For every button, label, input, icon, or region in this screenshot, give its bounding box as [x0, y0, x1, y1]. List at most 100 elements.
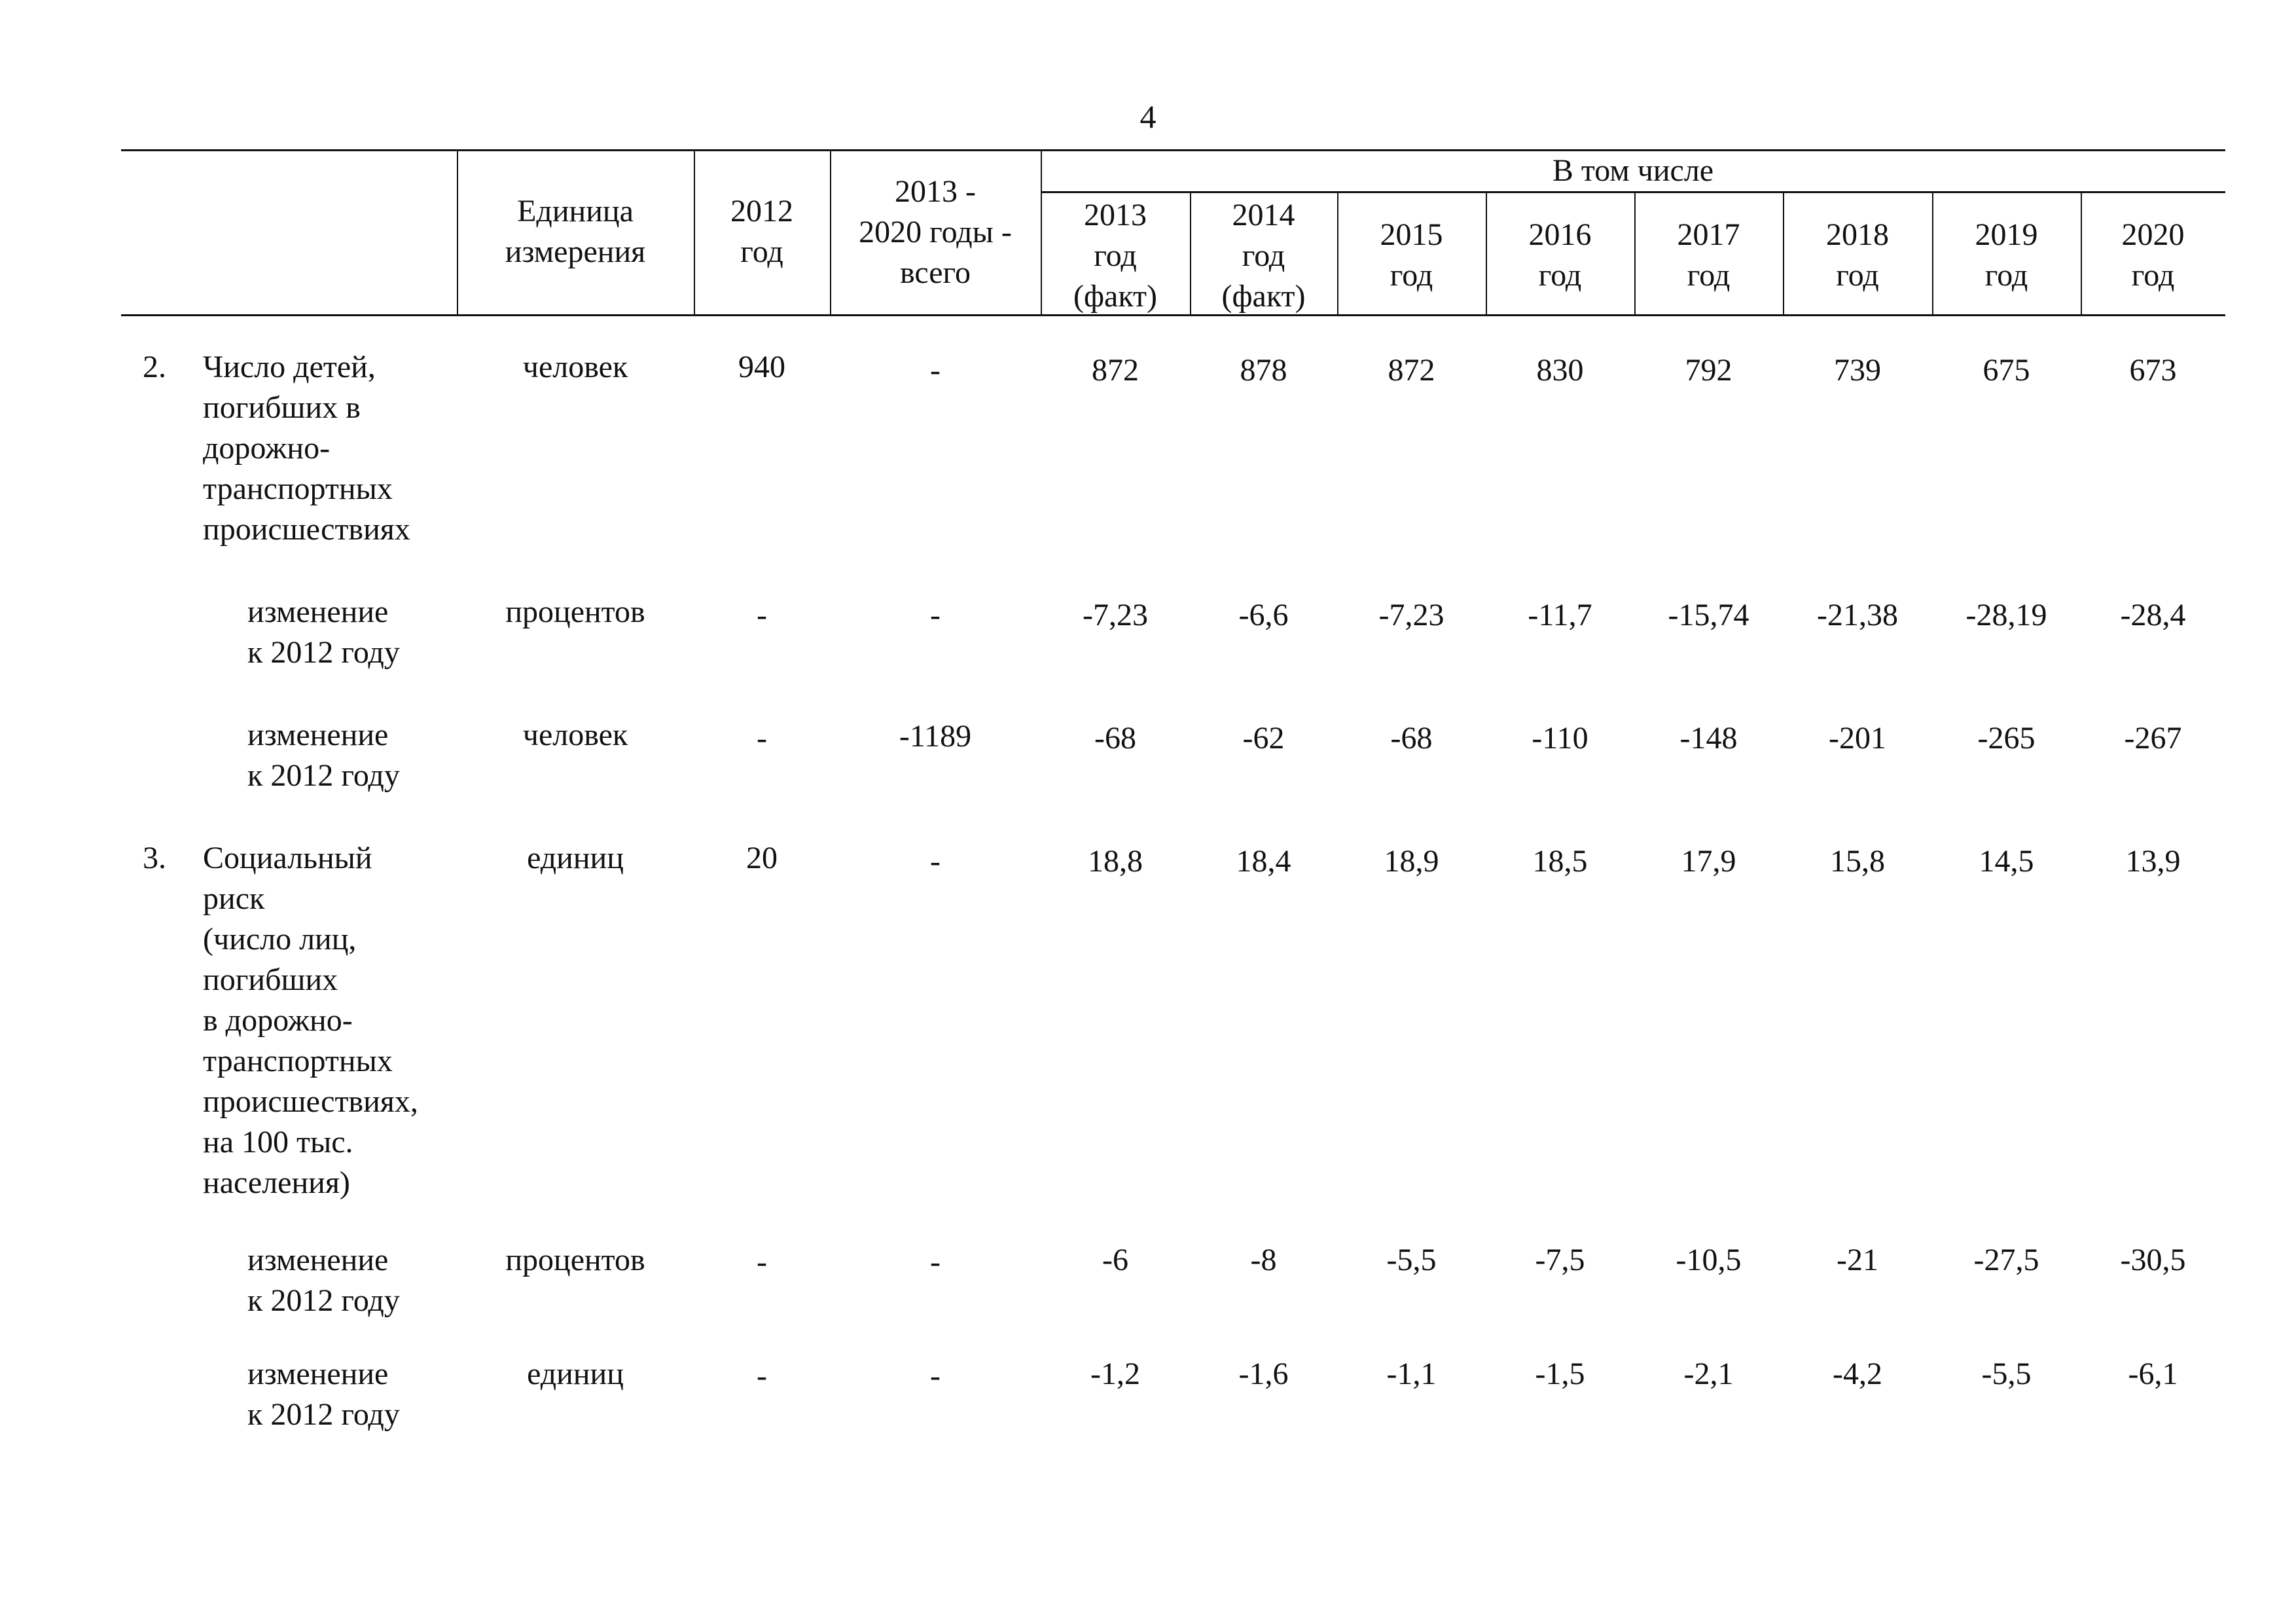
row-value: -6,1 — [2128, 1357, 2178, 1391]
row-value: -1,5 — [1535, 1357, 1585, 1391]
row-value: -27,5 — [1973, 1243, 2039, 1277]
row-total: - — [930, 1359, 941, 1393]
col-divider — [2081, 191, 2082, 314]
row-value: -7,23 — [1083, 598, 1148, 632]
row-value: -148 — [1679, 721, 1738, 756]
row-value: -21,38 — [1817, 598, 1898, 632]
row-total: - — [930, 353, 941, 388]
row-value: -28,19 — [1965, 598, 2047, 632]
col-divider — [1932, 191, 1933, 314]
row-value: -11,7 — [1528, 598, 1592, 632]
row-label: изменение к 2012 году — [247, 594, 400, 670]
row-value: 15,8 — [1830, 844, 1885, 879]
row-unit: единиц — [527, 1357, 624, 1391]
row-total: - — [930, 598, 941, 632]
row-value: 18,4 — [1236, 844, 1291, 879]
row-unit: процентов — [505, 1243, 645, 1277]
row-label: Социальный риск (число лиц, погибших в д… — [203, 841, 418, 1200]
row-label: изменение к 2012 году — [247, 1243, 400, 1318]
page-number: 4 — [1139, 98, 1157, 135]
row-value: -68 — [1390, 721, 1433, 756]
row-value: -62 — [1242, 721, 1285, 756]
row-value: 13,9 — [2125, 844, 2181, 879]
header-unit: Единица измерения — [505, 194, 646, 269]
row-value: -265 — [1977, 721, 2036, 756]
row-value: -267 — [2124, 721, 2182, 756]
including-rule — [1041, 191, 2225, 193]
row-value: -28,4 — [2120, 598, 2186, 632]
row-value: -4,2 — [1833, 1357, 1882, 1391]
row-total: -1189 — [899, 719, 972, 754]
header-bottom-rule — [121, 314, 2225, 316]
row-value: -1,6 — [1238, 1357, 1289, 1391]
row-value: -10,5 — [1676, 1243, 1742, 1277]
row-value: 872 — [1092, 353, 1139, 388]
row-value: -5,5 — [1386, 1243, 1437, 1277]
header-top-rule — [121, 149, 2225, 151]
header-year: 2019 год — [1975, 217, 2038, 293]
row-value: 872 — [1388, 353, 1435, 388]
row-value: -6,6 — [1238, 598, 1289, 632]
header-year: 2018 год — [1826, 217, 1889, 293]
col-divider — [830, 149, 831, 314]
col-divider — [1190, 191, 1191, 314]
row-value: 17,9 — [1681, 844, 1736, 879]
col-divider — [694, 149, 695, 314]
row-value: -6 — [1102, 1243, 1128, 1277]
col-divider — [1486, 191, 1487, 314]
header-year: 2020 год — [2121, 217, 2185, 293]
col-divider — [1783, 191, 1784, 314]
row-value: -15,74 — [1668, 598, 1749, 632]
row-value: -110 — [1532, 721, 1588, 756]
row-value: 18,8 — [1088, 844, 1143, 879]
row-unit: человек — [522, 718, 628, 752]
row-value: -7,5 — [1535, 1243, 1585, 1277]
row-2012: 940 — [738, 350, 785, 384]
row-value: -201 — [1829, 721, 1886, 756]
row-2012: - — [757, 1359, 767, 1393]
row-value: -2,1 — [1683, 1357, 1734, 1391]
row-label: изменение к 2012 году — [247, 1357, 400, 1432]
header-year: 2015 год — [1380, 217, 1443, 293]
col-divider — [1337, 191, 1338, 314]
row-2012: 20 — [746, 841, 778, 875]
row-total: - — [930, 844, 941, 879]
row-value: -21 — [1837, 1243, 1878, 1277]
row-value: 18,9 — [1384, 844, 1439, 879]
row-value: -7,23 — [1378, 598, 1444, 632]
row-value: 830 — [1536, 353, 1584, 388]
row-value: -1,2 — [1090, 1357, 1140, 1391]
row-value: -8 — [1250, 1243, 1277, 1277]
row-label: Число детей, погибших в дорожно- транспо… — [203, 350, 410, 547]
header-year: 2013 год (факт) — [1073, 198, 1158, 314]
row-2012: - — [757, 721, 767, 756]
row-value: -5,5 — [1981, 1357, 2032, 1391]
row-label: изменение к 2012 году — [247, 718, 400, 793]
row-unit: единиц — [527, 841, 624, 875]
row-unit: человек — [522, 350, 628, 384]
col-divider — [457, 149, 458, 314]
row-value: -1,1 — [1386, 1357, 1437, 1391]
row-value: 675 — [1982, 353, 2030, 388]
row-number: 3. — [143, 841, 166, 875]
row-value: 792 — [1685, 353, 1732, 388]
header-year: 2014 год (факт) — [1221, 198, 1306, 314]
row-number: 2. — [143, 350, 166, 384]
header-total: 2013 - 2020 годы - всего — [859, 174, 1012, 290]
row-value: -30,5 — [2120, 1243, 2186, 1277]
col-divider — [1634, 191, 1636, 314]
row-value: 739 — [1834, 353, 1881, 388]
row-value: -68 — [1094, 721, 1136, 756]
col-divider — [1041, 149, 1042, 314]
row-unit: процентов — [505, 594, 645, 629]
row-value: 14,5 — [1979, 844, 2034, 879]
header-year: 2017 год — [1677, 217, 1740, 293]
header-including: В том числе — [1552, 153, 1714, 188]
header-year: 2016 год — [1528, 217, 1592, 293]
row-2012: - — [757, 598, 767, 632]
row-2012: - — [757, 1245, 767, 1279]
row-value: 18,5 — [1532, 844, 1588, 879]
row-value: 673 — [2129, 353, 2177, 388]
row-value: 878 — [1240, 353, 1287, 388]
row-total: - — [930, 1245, 941, 1279]
